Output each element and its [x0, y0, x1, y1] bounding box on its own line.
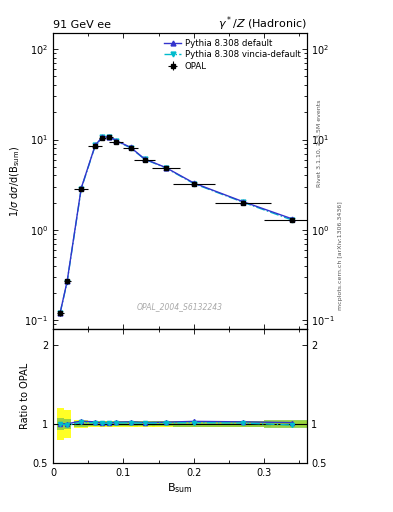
Pythia 8.308 vincia-default — [100, 134, 105, 140]
X-axis label: B$_\mathregular{sum}$: B$_\mathregular{sum}$ — [167, 481, 193, 495]
Pythia 8.308 default — [100, 134, 105, 140]
Line: Pythia 8.308 vincia-default: Pythia 8.308 vincia-default — [58, 134, 295, 315]
Pythia 8.308 default — [128, 144, 133, 151]
Pythia 8.308 vincia-default — [241, 199, 246, 205]
Pythia 8.308 default — [58, 310, 62, 316]
Pythia 8.308 vincia-default — [107, 134, 112, 140]
Pythia 8.308 default — [241, 199, 246, 205]
Text: mcplots.cern.ch [arXiv:1306.3436]: mcplots.cern.ch [arXiv:1306.3436] — [338, 202, 343, 310]
Pythia 8.308 default — [191, 180, 196, 186]
Pythia 8.308 vincia-default — [191, 181, 196, 187]
Pythia 8.308 default — [114, 138, 119, 144]
Text: Rivet 3.1.10, ≥ 3.5M events: Rivet 3.1.10, ≥ 3.5M events — [316, 100, 321, 187]
Pythia 8.308 vincia-default — [142, 156, 147, 162]
Pythia 8.308 default — [290, 216, 295, 222]
Line: Pythia 8.308 default: Pythia 8.308 default — [58, 134, 295, 315]
Pythia 8.308 default — [93, 142, 98, 148]
Y-axis label: 1/$\sigma$ d$\sigma$/d(B$_\mathregular{sum}$): 1/$\sigma$ d$\sigma$/d(B$_\mathregular{s… — [8, 145, 22, 217]
Pythia 8.308 vincia-default — [79, 186, 84, 192]
Text: $\gamma^*/Z$ (Hadronic): $\gamma^*/Z$ (Hadronic) — [218, 15, 307, 33]
Pythia 8.308 vincia-default — [65, 279, 70, 285]
Pythia 8.308 vincia-default — [128, 145, 133, 151]
Pythia 8.308 default — [79, 185, 84, 191]
Text: 91 GeV ee: 91 GeV ee — [53, 20, 111, 30]
Pythia 8.308 default — [65, 278, 70, 284]
Pythia 8.308 default — [163, 164, 168, 170]
Pythia 8.308 default — [107, 134, 112, 140]
Pythia 8.308 vincia-default — [114, 138, 119, 144]
Pythia 8.308 vincia-default — [290, 217, 295, 223]
Pythia 8.308 vincia-default — [163, 165, 168, 171]
Pythia 8.308 vincia-default — [58, 310, 62, 316]
Y-axis label: Ratio to OPAL: Ratio to OPAL — [20, 363, 30, 429]
Pythia 8.308 default — [142, 156, 147, 162]
Legend: Pythia 8.308 default, Pythia 8.308 vincia-default, OPAL: Pythia 8.308 default, Pythia 8.308 vinci… — [162, 37, 302, 72]
Text: OPAL_2004_S6132243: OPAL_2004_S6132243 — [137, 302, 223, 311]
Pythia 8.308 vincia-default — [93, 142, 98, 148]
